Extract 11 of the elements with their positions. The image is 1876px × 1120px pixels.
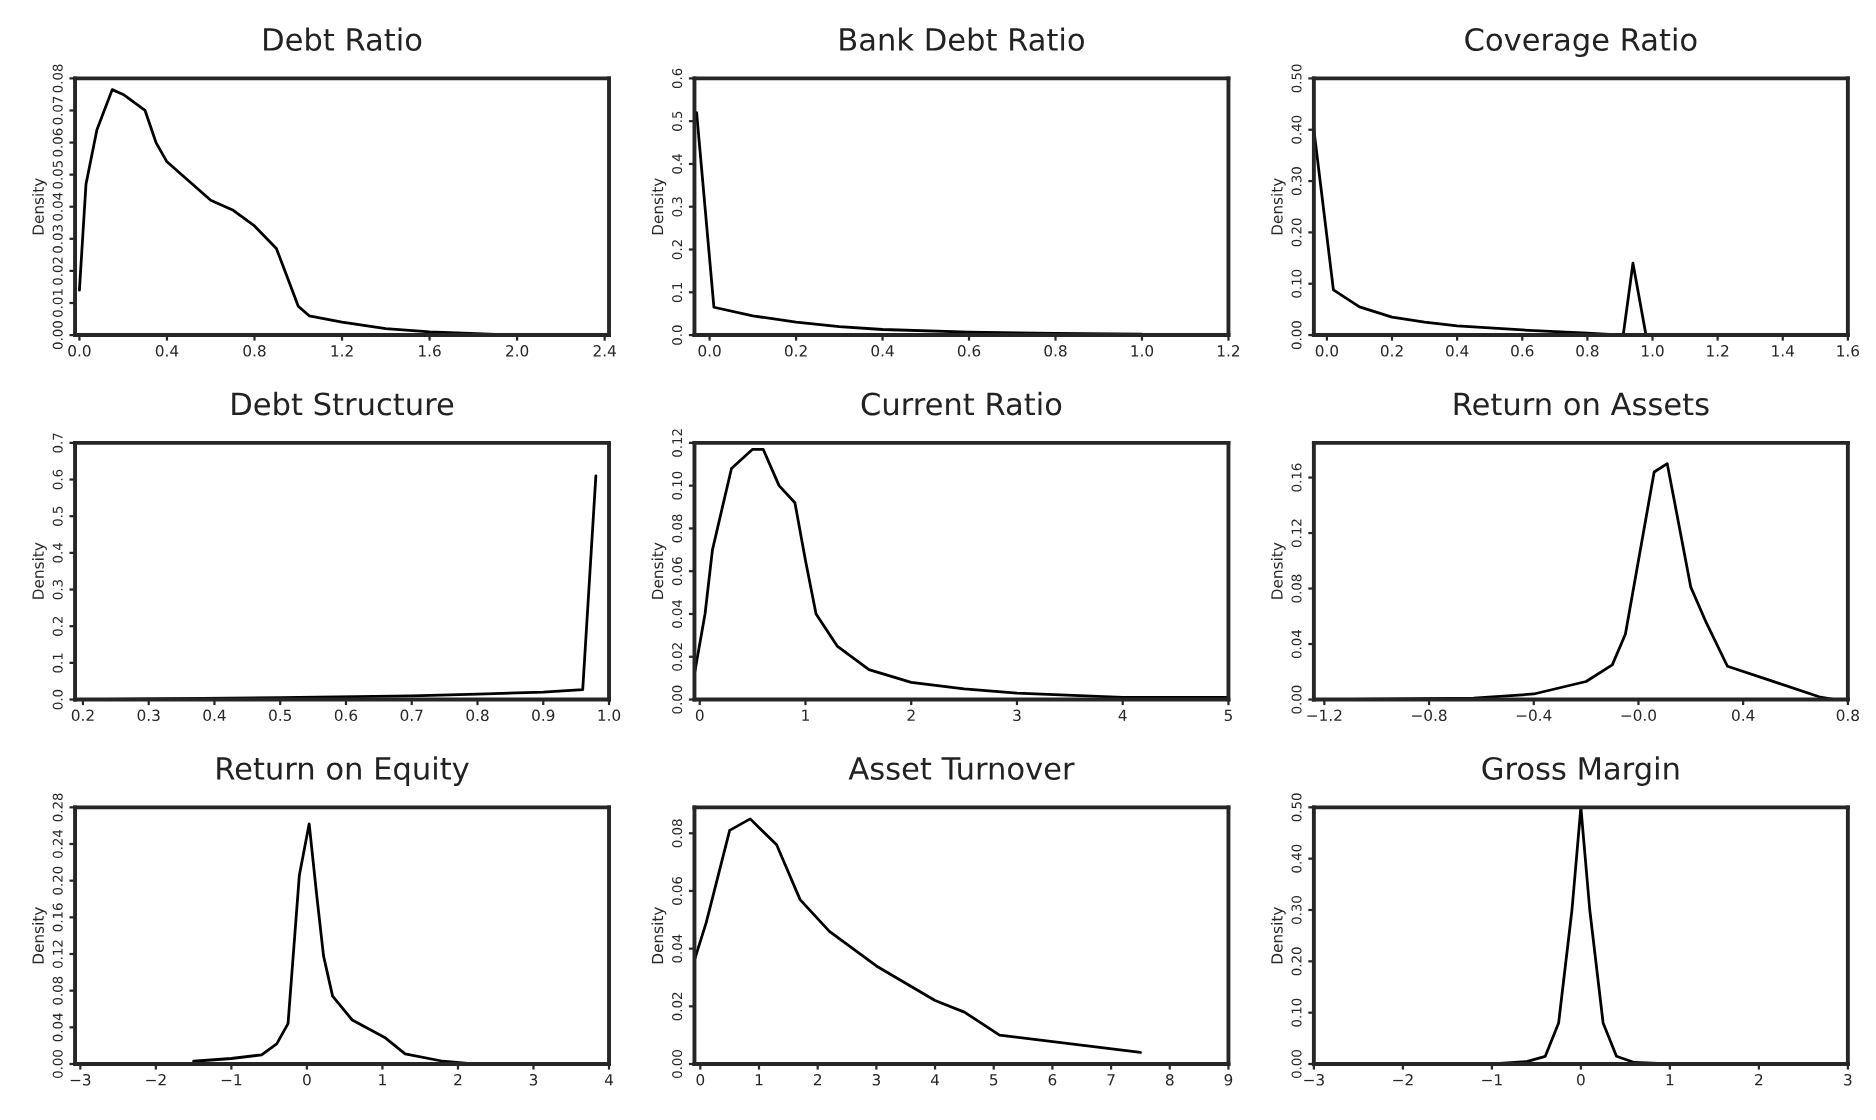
chart-title: Return on Assets bbox=[1454, 392, 1709, 416]
chart-title: Bank Debt Ratio bbox=[840, 27, 1084, 52]
chart-title: Return on Equity bbox=[217, 756, 469, 786]
chart-title: Gross Margin bbox=[1482, 756, 1679, 786]
line-series bbox=[694, 817, 1142, 1054]
chart-title: Current Ratio bbox=[861, 391, 1062, 416]
chart-title: Debt Structure bbox=[232, 391, 454, 416]
chart-title: Coverage Ratio bbox=[1465, 27, 1697, 57]
chart-title: Asset Turnover bbox=[848, 757, 1075, 780]
line-series bbox=[694, 447, 1229, 699]
chart-title: Debt Ratio bbox=[264, 27, 422, 52]
